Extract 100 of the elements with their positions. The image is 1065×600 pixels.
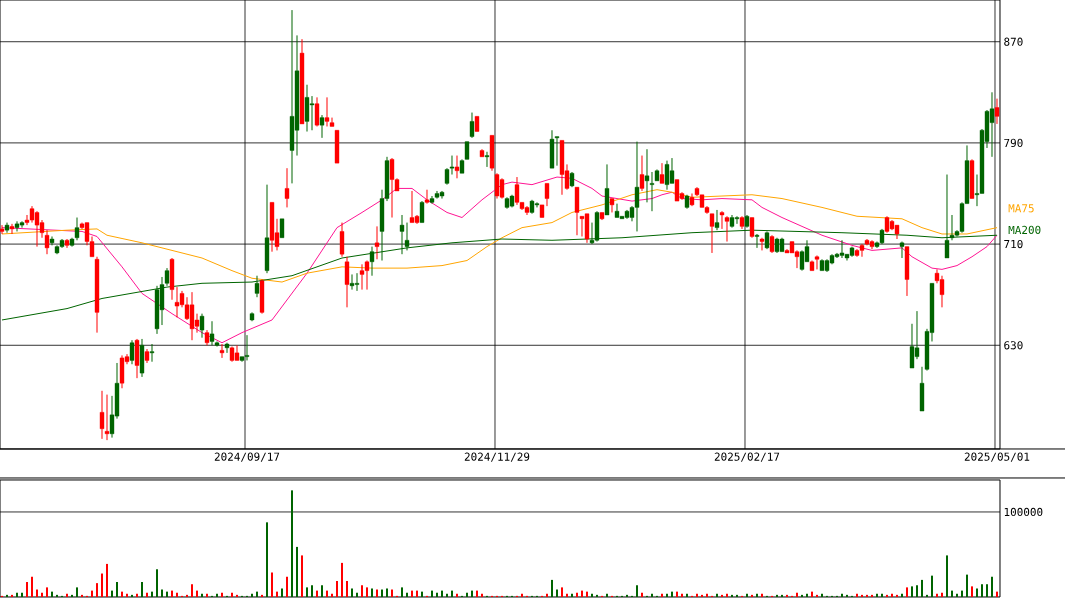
bar [146, 592, 148, 597]
bar [840, 593, 843, 597]
bar [795, 592, 798, 597]
y-tick-label: 790 [1004, 138, 1023, 148]
bar [371, 588, 373, 597]
bar [321, 585, 323, 597]
bar [456, 593, 458, 597]
bar [701, 594, 703, 597]
bar [865, 594, 868, 597]
bar [935, 593, 938, 597]
bar [820, 593, 823, 597]
bar [451, 590, 453, 597]
bar [855, 593, 858, 597]
candlestick [639, 155, 645, 192]
bar [705, 593, 708, 597]
bar [6, 594, 9, 597]
candlestick [409, 190, 415, 224]
bar [980, 584, 983, 597]
bar [376, 589, 378, 597]
bar [895, 594, 898, 597]
bar [431, 590, 433, 597]
bar [870, 594, 873, 597]
candlestick [199, 313, 205, 339]
bar [676, 591, 678, 597]
bar [990, 576, 993, 597]
bar [481, 593, 483, 597]
bar [156, 569, 158, 597]
bar [641, 592, 643, 597]
candlestick [284, 167, 290, 208]
candlestick [454, 155, 460, 179]
bar [606, 593, 608, 597]
bar [950, 590, 953, 597]
bar [845, 594, 848, 597]
bar [441, 590, 443, 597]
bar [596, 594, 598, 597]
y-tick-label: 870 [1004, 37, 1023, 46]
candlestick [754, 233, 760, 249]
bar [920, 579, 923, 597]
bar [96, 583, 99, 597]
bar [760, 593, 763, 597]
bar [890, 593, 893, 597]
bar [576, 592, 578, 597]
bar [281, 588, 283, 597]
y-tick-label: 100000 [1004, 507, 1043, 517]
bar [151, 591, 153, 597]
candlestick [344, 256, 350, 308]
bar [446, 593, 448, 597]
bar [905, 587, 908, 597]
bar [206, 593, 208, 597]
bar [16, 592, 19, 597]
bar [11, 594, 14, 597]
bar [216, 593, 218, 597]
bar [341, 562, 343, 597]
candlestick [254, 275, 260, 298]
bar [26, 582, 29, 597]
bar [291, 490, 293, 597]
bar [331, 593, 333, 597]
candlestick [149, 343, 155, 363]
bar [51, 591, 54, 597]
series-label: MA200 [1008, 225, 1041, 235]
bar [101, 573, 104, 597]
bar [176, 592, 178, 597]
candlestick [129, 339, 135, 365]
bar [76, 587, 79, 597]
candlestick [319, 114, 325, 139]
candlestick [219, 343, 225, 359]
bar [71, 594, 74, 597]
bar [810, 591, 813, 597]
bar [775, 594, 778, 597]
bar [91, 590, 94, 597]
bar [466, 592, 468, 597]
bar [666, 593, 668, 597]
bar [985, 584, 988, 597]
bar [551, 579, 553, 597]
y-tick-label: 710 [1004, 239, 1023, 249]
bar [141, 582, 143, 597]
bar [546, 593, 548, 597]
bar [875, 593, 878, 597]
bar [686, 593, 688, 597]
bar [391, 589, 393, 597]
candlestick [369, 246, 375, 277]
bar [191, 584, 193, 597]
bar [21, 592, 24, 597]
bar [671, 591, 673, 597]
bar [730, 594, 733, 597]
bar [750, 594, 753, 597]
bar [975, 588, 978, 597]
bar [356, 592, 358, 597]
candlestick [424, 189, 430, 205]
candlestick [994, 98, 1000, 125]
bar [591, 593, 593, 597]
bar [755, 593, 758, 597]
bar [661, 593, 663, 597]
candlestick [419, 200, 425, 224]
bar [56, 594, 59, 597]
bar [586, 591, 588, 597]
bar [940, 592, 943, 597]
candlestick [339, 222, 345, 258]
bar [266, 522, 268, 597]
bar [166, 591, 168, 597]
